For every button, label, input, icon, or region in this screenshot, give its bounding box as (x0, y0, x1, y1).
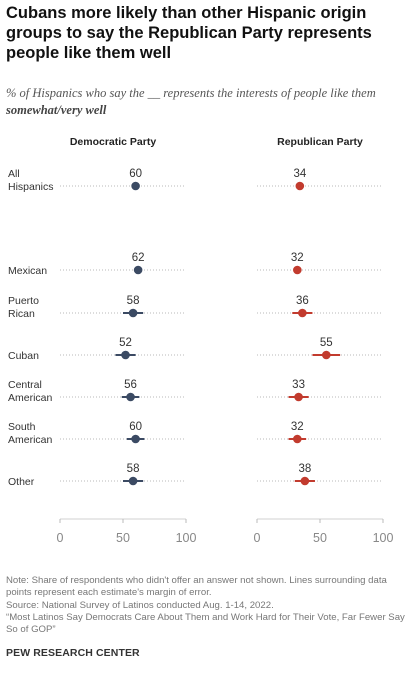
chart-notes: Note: Share of respondents who didn't of… (6, 575, 414, 636)
data-label: 56 (124, 379, 137, 391)
data-label: 52 (119, 337, 132, 349)
report-title: “Most Latinos Say Democrats Care About T… (6, 611, 405, 636)
panel-header: Republican Party (277, 136, 363, 148)
data-point (322, 350, 331, 360)
data-point (293, 434, 302, 444)
data-point (295, 181, 305, 191)
x-tick-label: 100 (373, 531, 394, 545)
data-label: 60 (129, 168, 142, 180)
pew-logo-text: PEW RESEARCH CENTER (6, 647, 140, 659)
x-tick-label: 0 (57, 531, 64, 545)
subtitle-line-2: somewhat/very well (6, 103, 107, 117)
data-point (128, 476, 138, 486)
panel-header: Democratic Party (70, 136, 157, 148)
category-label: Puerto (8, 295, 39, 307)
data-label: 55 (320, 337, 333, 349)
source-text: Source: National Survey of Latinos condu… (6, 599, 274, 611)
x-tick-label: 50 (116, 531, 130, 545)
data-point (131, 181, 140, 191)
data-label: 34 (293, 168, 306, 180)
chart-subtitle: % of Hispanics who say the __ represents… (6, 85, 411, 119)
data-point (300, 476, 310, 486)
x-tick-label: 100 (176, 531, 197, 545)
data-point (133, 265, 143, 275)
subtitle-line-1: % of Hispanics who say the __ represents… (6, 86, 376, 100)
category-label: American (8, 434, 53, 446)
data-label: 62 (132, 252, 145, 264)
data-point (128, 308, 138, 318)
category-label: All (8, 168, 20, 180)
data-label: 60 (129, 421, 142, 433)
note-text: Note: Share of respondents who didn't of… (6, 575, 387, 599)
data-label: 32 (291, 252, 304, 264)
category-label: Hispanics (8, 181, 54, 193)
data-label: 58 (127, 295, 140, 307)
category-label: Central (8, 379, 42, 391)
chart-title: Cubans more likely than other Hispanic o… (6, 4, 372, 62)
data-point (131, 434, 140, 444)
data-label: 33 (292, 379, 305, 391)
category-label: Mexican (8, 265, 47, 277)
x-tick-label: 50 (313, 531, 327, 545)
data-label: 58 (127, 463, 140, 475)
data-label: 38 (298, 463, 311, 475)
category-label: American (8, 392, 53, 404)
data-point (126, 392, 135, 402)
category-label: Rican (8, 308, 35, 320)
data-point (298, 308, 307, 318)
data-label: 32 (291, 421, 304, 433)
category-label: Other (8, 476, 35, 488)
data-point (294, 392, 303, 402)
data-point (121, 350, 130, 360)
data-point (293, 265, 302, 275)
category-label: Cuban (8, 350, 39, 362)
data-label: 36 (296, 295, 309, 307)
x-tick-label: 0 (254, 531, 261, 545)
category-label: South (8, 421, 36, 433)
